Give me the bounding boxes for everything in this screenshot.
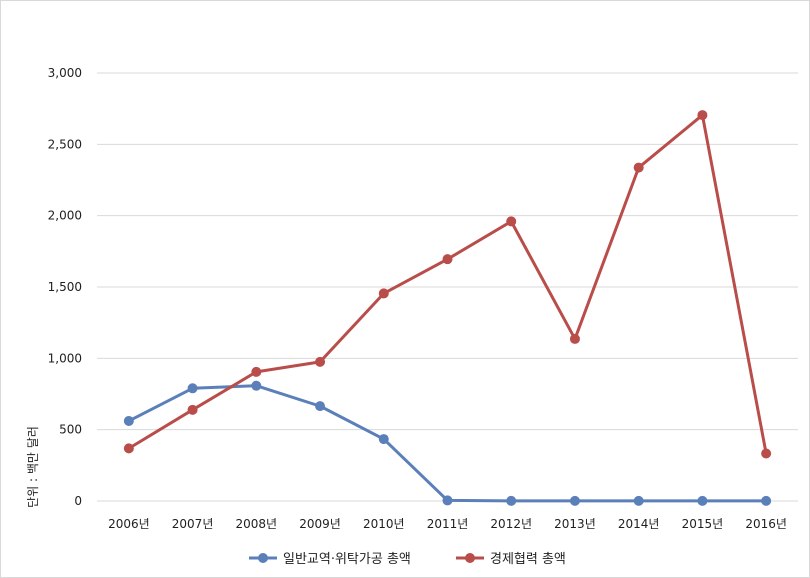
x-tick-label: 2015년 [682, 517, 724, 531]
data-point [506, 216, 517, 227]
data-point [251, 380, 262, 391]
data-point [569, 333, 580, 344]
legend-label: 경제협력 총액 [490, 552, 566, 567]
data-point [187, 404, 198, 415]
legend-swatch-marker [465, 553, 475, 563]
series-line [127, 384, 768, 503]
data-point [633, 495, 644, 506]
data-point [378, 288, 389, 299]
x-tick-label: 2016년 [745, 517, 787, 531]
y-tick-label: 2,000 [48, 209, 82, 223]
series-layer [123, 110, 772, 506]
data-point [123, 415, 134, 426]
legend-label: 일반교역·위탁가공 총액 [283, 552, 411, 567]
data-point [315, 356, 326, 367]
y-tick-label: 500 [59, 423, 82, 437]
x-tick-label: 2010년 [363, 517, 405, 531]
y-axis-ticks: 0 500 1,000 1,500 2,000 2,500 3,000 [48, 66, 82, 508]
x-tick-label: 2007년 [172, 517, 214, 531]
data-point [315, 401, 326, 412]
data-point [697, 495, 708, 506]
y-tick-label: 1,500 [48, 280, 82, 294]
data-point [442, 254, 453, 265]
x-tick-label: 2009년 [299, 517, 341, 531]
y-tick-label: 0 [74, 494, 82, 508]
data-point [378, 434, 389, 445]
series-line [127, 113, 768, 455]
y-tick-label: 1,000 [48, 351, 82, 365]
data-point [187, 383, 198, 394]
data-point [442, 495, 453, 506]
data-point [761, 448, 772, 459]
data-point [569, 495, 580, 506]
data-point [761, 495, 772, 506]
x-tick-label: 2012년 [490, 517, 532, 531]
y-tick-label: 3,000 [48, 66, 82, 80]
data-point [633, 162, 644, 173]
x-tick-label: 2008년 [236, 517, 278, 531]
data-point [123, 443, 134, 454]
y-tick-label: 2,500 [48, 137, 82, 151]
x-axis-ticks: 2006년 2007년 2008년 2009년 2010년 2011년 2012년 2013년… [108, 517, 787, 531]
legend: 일반교역·위탁가공 총액 경제협력 총액 [249, 552, 566, 567]
x-tick-label: 2013년 [554, 517, 596, 531]
y-axis-title: 단위 : 백만 달러 [26, 426, 40, 508]
data-point [506, 495, 517, 506]
legend-swatch-marker [258, 553, 268, 563]
x-tick-label: 2006년 [108, 517, 150, 531]
gridlines [97, 72, 798, 502]
data-point [697, 110, 708, 121]
x-tick-label: 2011년 [427, 517, 469, 531]
x-tick-label: 2014년 [618, 517, 660, 531]
data-point [251, 366, 262, 377]
